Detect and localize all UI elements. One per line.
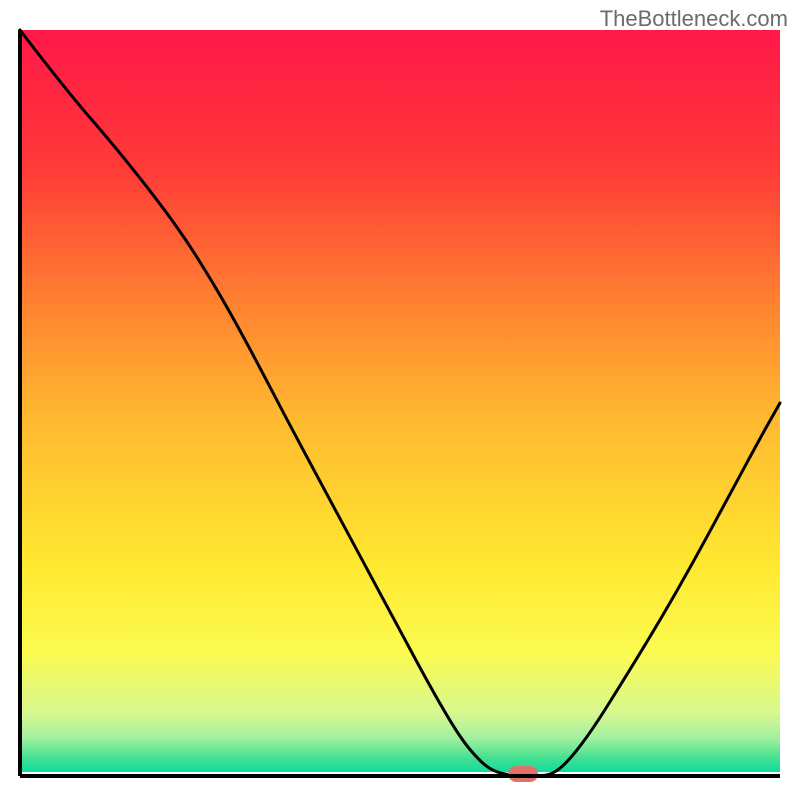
chart-svg <box>0 0 800 800</box>
watermark-text: TheBottleneck.com <box>600 6 788 32</box>
gradient-background <box>20 30 780 772</box>
plot-area <box>0 0 800 800</box>
chart-container: TheBottleneck.com <box>0 0 800 800</box>
